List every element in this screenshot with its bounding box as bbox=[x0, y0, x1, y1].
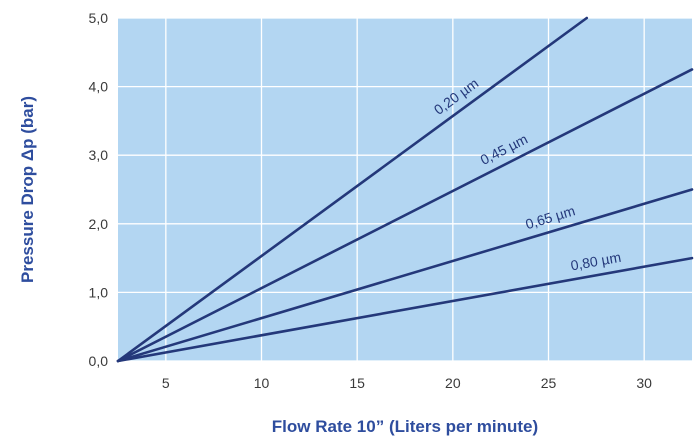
y-axis-title: Pressure Drop Δp (bar) bbox=[18, 96, 37, 283]
x-axis-ticks: 5 10 15 20 25 30 bbox=[162, 375, 652, 391]
x-tick-label: 20 bbox=[445, 375, 461, 391]
series-line bbox=[116, 68, 694, 363]
y-axis-ticks: 0,0 1,0 2,0 3,0 4,0 5,0 bbox=[89, 10, 109, 369]
x-axis-title: Flow Rate 10” (Liters per minute) bbox=[272, 417, 538, 436]
series-lines bbox=[116, 16, 694, 363]
y-tick-label: 1,0 bbox=[89, 284, 109, 300]
x-tick-label: 10 bbox=[254, 375, 270, 391]
y-tick-label: 0,0 bbox=[89, 353, 109, 369]
y-tick-label: 3,0 bbox=[89, 147, 109, 163]
plot-area bbox=[118, 18, 692, 361]
x-tick-label: 15 bbox=[349, 375, 365, 391]
x-tick-label: 5 bbox=[162, 375, 170, 391]
x-tick-label: 25 bbox=[541, 375, 557, 391]
series-line bbox=[116, 188, 694, 363]
series-line bbox=[116, 256, 694, 363]
y-tick-label: 5,0 bbox=[89, 10, 109, 26]
y-tick-label: 4,0 bbox=[89, 79, 109, 95]
y-tick-label: 2,0 bbox=[89, 216, 109, 232]
series-line bbox=[116, 16, 589, 363]
x-tick-label: 30 bbox=[636, 375, 652, 391]
